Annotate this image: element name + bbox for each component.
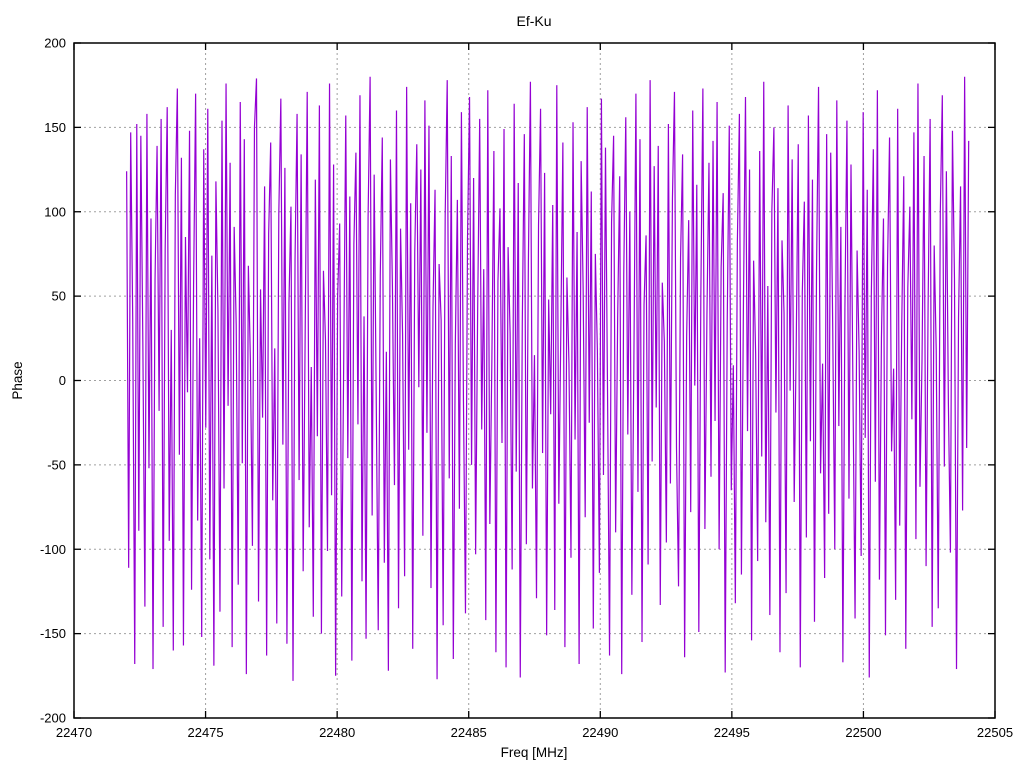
x-tick-label: 22475 [187, 725, 223, 740]
series-layer [126, 76, 970, 681]
x-tick-label: 22490 [582, 725, 618, 740]
phase-series-line [126, 76, 970, 681]
x-tick-label: 22485 [451, 725, 487, 740]
y-tick-label: 200 [44, 36, 66, 51]
x-tick-label: 22505 [977, 725, 1013, 740]
x-tick-label: 22495 [714, 725, 750, 740]
y-tick-label: 150 [44, 120, 66, 135]
y-axis-title: Phase [10, 361, 25, 399]
axis-layer [73, 42, 996, 719]
x-tick-label: 22500 [845, 725, 881, 740]
chart-title: Ef-Ku [516, 13, 551, 29]
y-tick-label: -50 [47, 457, 66, 472]
x-tick-label: 22480 [319, 725, 355, 740]
y-tick-label: 100 [44, 204, 66, 219]
y-tick-label: -200 [40, 711, 66, 726]
x-tick-label: 22470 [56, 725, 92, 740]
x-axis-title: Freq [MHz] [501, 745, 568, 760]
y-tick-label: -150 [40, 626, 66, 641]
y-tick-label: 0 [59, 373, 66, 388]
tick-label-layer: 22470 22475 22480 22485 22490 22495 22500 22505… [40, 36, 1013, 741]
y-tick-label: -100 [40, 542, 66, 557]
y-tick-label: 50 [52, 289, 66, 304]
plot-border [73, 42, 996, 719]
